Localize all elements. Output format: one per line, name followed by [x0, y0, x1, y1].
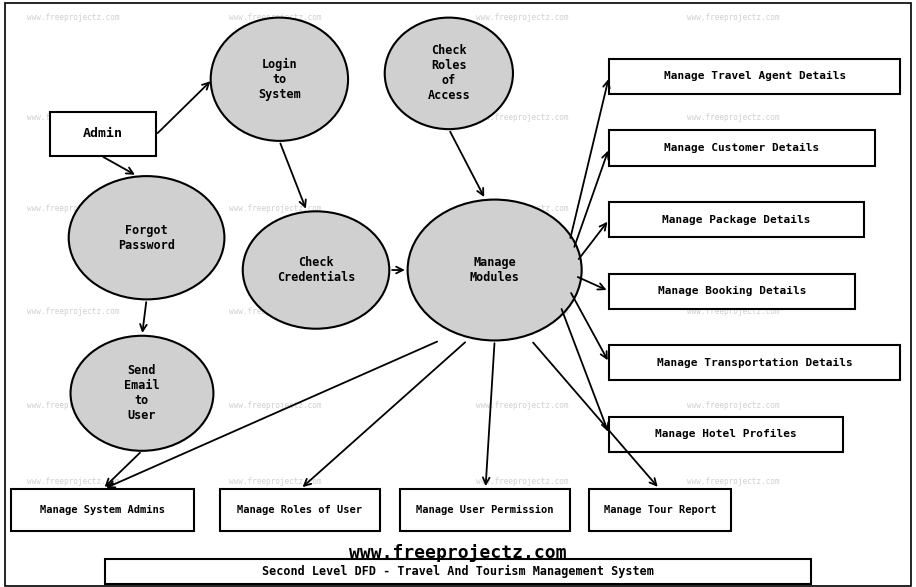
Text: www.freeprojectz.com: www.freeprojectz.com: [687, 306, 779, 316]
Text: Send
Email
to
User: Send Email to User: [125, 365, 159, 422]
FancyBboxPatch shape: [220, 489, 380, 531]
Text: Manage User Permission: Manage User Permission: [416, 505, 554, 515]
Text: Manage Customer Details: Manage Customer Details: [664, 143, 820, 153]
Text: Manage Roles of User: Manage Roles of User: [237, 505, 363, 515]
Text: www.freeprojectz.com: www.freeprojectz.com: [27, 306, 119, 316]
Text: Check
Roles
of
Access: Check Roles of Access: [428, 45, 470, 102]
Text: www.freeprojectz.com: www.freeprojectz.com: [229, 204, 321, 213]
Text: Manage Package Details: Manage Package Details: [662, 214, 811, 225]
FancyBboxPatch shape: [589, 489, 731, 531]
Text: www.freeprojectz.com: www.freeprojectz.com: [27, 113, 119, 122]
Text: www.freeprojectz.com: www.freeprojectz.com: [687, 477, 779, 486]
Text: www.freeprojectz.com: www.freeprojectz.com: [349, 544, 567, 562]
Text: Check
Credentials: Check Credentials: [277, 256, 355, 284]
Text: www.freeprojectz.com: www.freeprojectz.com: [687, 204, 779, 213]
FancyBboxPatch shape: [609, 417, 843, 452]
Text: Manage Booking Details: Manage Booking Details: [658, 286, 806, 296]
FancyBboxPatch shape: [105, 559, 811, 584]
Ellipse shape: [385, 18, 513, 129]
Text: Login
to
System: Login to System: [258, 58, 300, 101]
Text: www.freeprojectz.com: www.freeprojectz.com: [27, 477, 119, 486]
Text: www.freeprojectz.com: www.freeprojectz.com: [27, 13, 119, 22]
Text: www.freeprojectz.com: www.freeprojectz.com: [476, 113, 568, 122]
Text: Second Level DFD - Travel And Tourism Management System: Second Level DFD - Travel And Tourism Ma…: [262, 565, 654, 578]
Text: www.freeprojectz.com: www.freeprojectz.com: [687, 13, 779, 22]
Text: www.freeprojectz.com: www.freeprojectz.com: [229, 113, 321, 122]
Text: Manage System Admins: Manage System Admins: [40, 505, 165, 515]
Text: www.freeprojectz.com: www.freeprojectz.com: [687, 400, 779, 410]
Text: www.freeprojectz.com: www.freeprojectz.com: [476, 400, 568, 410]
FancyBboxPatch shape: [400, 489, 570, 531]
Ellipse shape: [243, 211, 389, 329]
Text: www.freeprojectz.com: www.freeprojectz.com: [476, 204, 568, 213]
Text: www.freeprojectz.com: www.freeprojectz.com: [27, 400, 119, 410]
FancyBboxPatch shape: [50, 112, 156, 156]
Text: www.freeprojectz.com: www.freeprojectz.com: [476, 306, 568, 316]
Text: Manage Transportation Details: Manage Transportation Details: [657, 357, 853, 368]
Ellipse shape: [69, 176, 224, 299]
Text: www.freeprojectz.com: www.freeprojectz.com: [27, 204, 119, 213]
Text: www.freeprojectz.com: www.freeprojectz.com: [687, 113, 779, 122]
FancyBboxPatch shape: [609, 202, 864, 237]
FancyBboxPatch shape: [609, 130, 875, 166]
Text: Manage Tour Report: Manage Tour Report: [604, 505, 716, 515]
Text: www.freeprojectz.com: www.freeprojectz.com: [229, 13, 321, 22]
Text: Manage Travel Agent Details: Manage Travel Agent Details: [664, 71, 845, 82]
Ellipse shape: [71, 336, 213, 451]
Text: www.freeprojectz.com: www.freeprojectz.com: [229, 306, 321, 316]
Text: www.freeprojectz.com: www.freeprojectz.com: [476, 13, 568, 22]
Ellipse shape: [408, 200, 582, 340]
Text: Admin: Admin: [83, 127, 123, 140]
Text: www.freeprojectz.com: www.freeprojectz.com: [476, 477, 568, 486]
Text: Manage
Modules: Manage Modules: [470, 256, 519, 284]
Ellipse shape: [211, 18, 348, 141]
Text: Manage Hotel Profiles: Manage Hotel Profiles: [655, 429, 797, 440]
FancyBboxPatch shape: [11, 489, 194, 531]
FancyBboxPatch shape: [609, 59, 900, 94]
FancyBboxPatch shape: [609, 274, 855, 309]
FancyBboxPatch shape: [609, 345, 900, 380]
Text: www.freeprojectz.com: www.freeprojectz.com: [229, 477, 321, 486]
Text: Forgot
Password: Forgot Password: [118, 224, 175, 252]
Text: www.freeprojectz.com: www.freeprojectz.com: [229, 400, 321, 410]
